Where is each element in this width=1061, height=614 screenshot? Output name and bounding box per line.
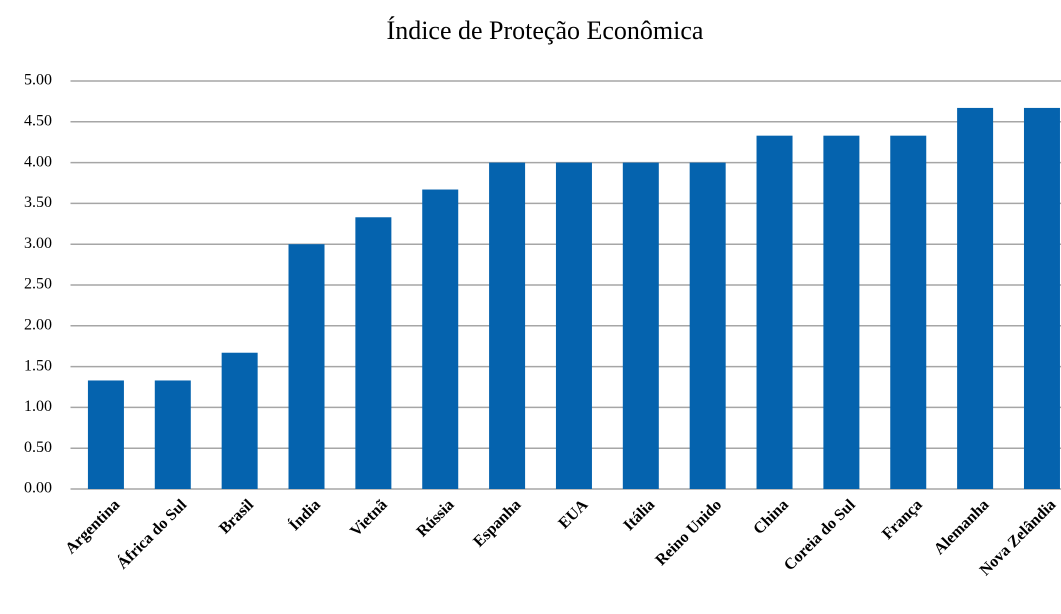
bar [890,135,927,489]
bar [555,162,592,489]
x-tick-label: Argentina [62,496,123,557]
y-tick-label: 3.50 [24,194,52,211]
bar [288,244,325,489]
bar [422,189,459,489]
y-tick-label: 1.50 [24,357,52,374]
y-tick-label: 1.00 [24,398,52,415]
bar [756,135,793,489]
bar [957,107,994,489]
y-tick-label: 4.00 [24,153,52,170]
x-tick-label: Índia [285,495,324,534]
y-tick-label: 4.50 [24,112,52,129]
bar [1023,107,1060,489]
bar [622,162,659,489]
y-tick-label: 2.50 [24,276,52,293]
y-tick-label: 0.50 [24,439,52,456]
y-tick-label: 3.00 [24,235,52,252]
x-tick-label: EUA [555,496,591,532]
x-tick-label: Vietnã [347,496,391,540]
x-tick-label: Reino Unido [652,496,725,569]
bar [87,380,124,489]
bar [154,380,191,489]
y-tick-label: 0.00 [24,480,52,497]
x-tick-label: África do Sul [113,495,191,573]
x-tick-label: Itália [620,496,658,534]
bar [689,162,726,489]
bar [355,217,392,489]
x-tick-label: China [750,496,792,538]
bar [823,135,860,489]
y-tick-label: 5.00 [24,72,52,89]
x-tick-label: França [879,496,926,543]
x-tick-label: Brasil [216,496,257,537]
x-tick-label: Alemanha [931,496,993,558]
x-tick-label: Rússia [414,496,458,540]
bar [221,352,258,489]
x-tick-label: Espanha [470,496,524,550]
y-tick-label: 2.00 [24,316,52,333]
x-tick-label: Coreia do Sul [781,496,859,574]
bar [489,162,526,489]
chart-title: Índice de Proteção Econômica [387,16,704,45]
